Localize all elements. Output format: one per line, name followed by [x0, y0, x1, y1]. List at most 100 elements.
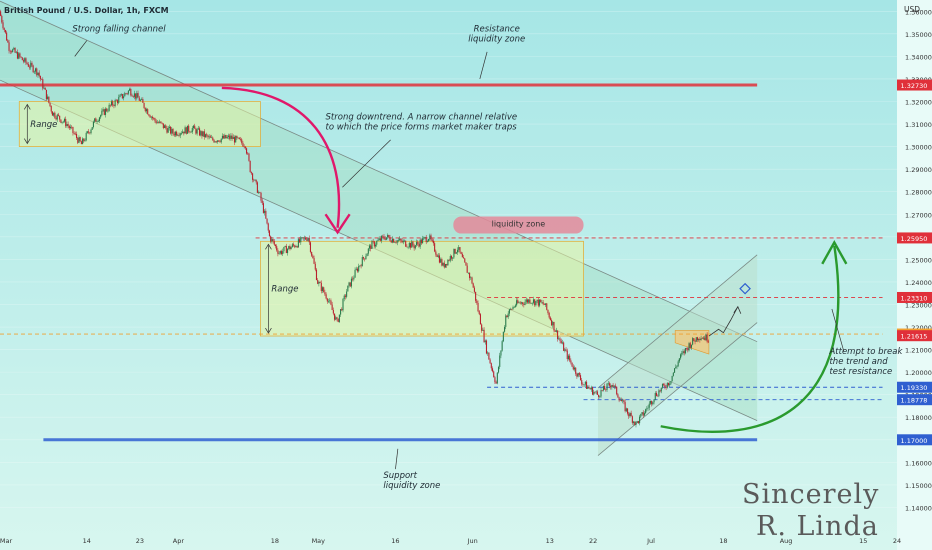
- candle-up-body: [558, 338, 560, 340]
- y-tick-label: 1.24000: [905, 279, 932, 287]
- candle-down-body: [60, 119, 62, 123]
- target-diamond-icon[interactable]: [739, 282, 751, 295]
- candle-down-body: [32, 65, 34, 73]
- price-label-tag[interactable]: [897, 381, 932, 393]
- currency-label: USD: [904, 5, 920, 14]
- candle-up-body: [640, 414, 642, 417]
- range-arrow-head-down: [265, 327, 272, 334]
- candle-down-body: [330, 300, 332, 305]
- candle-up-body: [167, 128, 169, 133]
- projection-arrow-head: [733, 305, 742, 314]
- reversal-arrow: [660, 245, 840, 434]
- candle-down-body: [570, 360, 572, 363]
- price-label-tag[interactable]: [897, 232, 932, 244]
- candle-down-body: [420, 239, 422, 244]
- candle-down-body: [694, 340, 696, 342]
- candle-down-body: [250, 172, 252, 174]
- candle-down-body: [413, 245, 415, 249]
- candle-up-body: [652, 402, 654, 405]
- candle-down-body: [293, 244, 295, 246]
- candle-down-body: [331, 304, 333, 311]
- candle-down-body: [425, 237, 427, 243]
- candle-down-body: [686, 348, 688, 349]
- candle-up-body: [512, 307, 514, 310]
- candle-up-body: [377, 240, 379, 242]
- x-tick-label: 13: [546, 537, 554, 545]
- candle-up-body: [329, 300, 331, 302]
- candle-down-body: [446, 264, 448, 266]
- candle-up-body: [513, 306, 515, 308]
- candle-down-body: [83, 138, 85, 142]
- candle-up-body: [660, 387, 662, 392]
- candle-down-body: [294, 245, 296, 248]
- candle-down-body: [19, 53, 21, 57]
- candle-up-body: [622, 400, 624, 402]
- candle-up-body: [447, 259, 449, 266]
- candle-down-body: [406, 246, 408, 248]
- candle-up-body: [482, 329, 484, 331]
- candle-down-body: [471, 277, 473, 284]
- candle-down-body: [253, 179, 255, 181]
- candle-up-body: [366, 253, 368, 257]
- candle-down-body: [534, 299, 536, 306]
- candle-down-body: [460, 252, 462, 255]
- candle-down-body: [594, 392, 596, 393]
- candle-up-body: [518, 302, 520, 304]
- candle-down-body: [412, 241, 414, 246]
- candle-down-body: [592, 387, 594, 395]
- candle-down-body: [432, 240, 434, 244]
- candle-up-body: [278, 253, 280, 254]
- price-label-tag[interactable]: [897, 394, 932, 406]
- candle-down-body: [352, 278, 354, 280]
- candle-down-body: [395, 242, 397, 243]
- candle-down-body: [565, 349, 567, 351]
- candle-down-body: [215, 141, 217, 143]
- candle-down-body: [341, 309, 343, 311]
- candle-up-body: [69, 126, 72, 129]
- candle-down-body: [166, 128, 168, 133]
- candle-up-body: [97, 120, 99, 122]
- candle-up-body: [354, 269, 356, 278]
- candle-up-body: [220, 138, 222, 143]
- candle-up-body: [359, 265, 361, 267]
- candle-down-body: [372, 241, 374, 242]
- candle-up-body: [145, 109, 148, 112]
- candle-down-body: [466, 265, 468, 273]
- candle-down-body: [313, 258, 315, 264]
- candle-down-body: [557, 330, 559, 340]
- candle-up-body: [159, 121, 161, 123]
- candle-down-body: [194, 125, 196, 129]
- y-tick-label: 1.22000: [905, 324, 932, 332]
- candle-down-body: [20, 56, 22, 58]
- candle-down-body: [344, 295, 346, 297]
- price-label-tag[interactable]: [897, 434, 932, 446]
- candle-up-body: [86, 131, 88, 133]
- candle-up-body: [625, 408, 627, 412]
- candle-up-body: [470, 277, 472, 279]
- candle-down-body: [478, 311, 480, 315]
- price-label-tag[interactable]: [897, 79, 932, 91]
- candle-down-body: [324, 292, 326, 295]
- candle-up-body: [367, 248, 369, 254]
- price-label-tag[interactable]: [897, 291, 932, 303]
- x-tick-label: Apr: [173, 537, 185, 545]
- price-axis-panel[interactable]: [897, 0, 932, 550]
- candle-down-body: [463, 257, 465, 259]
- candle-down-body: [71, 126, 73, 128]
- candle-down-body: [302, 237, 304, 239]
- candle-up-body: [295, 246, 297, 248]
- candle-down-body: [547, 309, 549, 314]
- candle-up-body: [456, 249, 459, 253]
- candle-down-body: [27, 64, 29, 67]
- candle-up-body: [197, 128, 199, 130]
- candle-down-body: [65, 118, 67, 127]
- candle-up-body: [505, 315, 507, 327]
- candle-up-body: [180, 133, 182, 134]
- price-label-tag[interactable]: [897, 330, 932, 342]
- candle-down-body: [276, 246, 278, 251]
- candle-down-body: [566, 350, 568, 360]
- candle-down-body: [696, 337, 699, 341]
- candle-down-body: [4, 30, 6, 33]
